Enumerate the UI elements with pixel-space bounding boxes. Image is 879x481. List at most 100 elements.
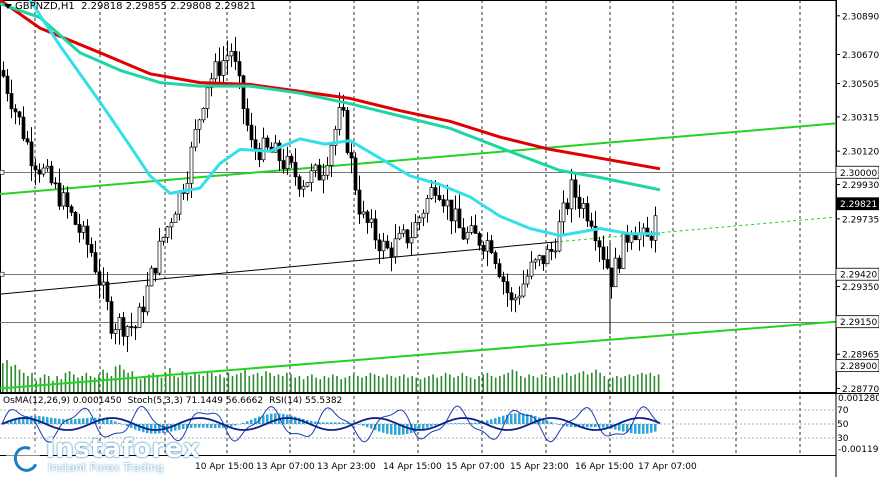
volume-bar [449,374,451,392]
volume-bar [27,376,29,392]
osma-bar [210,424,213,428]
osma-bar [154,424,157,434]
volume-bar [232,376,234,392]
volume-bar [453,378,455,392]
volume-bar [612,378,614,392]
candle-body [290,156,293,162]
candle-body [486,241,489,252]
candle-body [398,233,401,239]
candle-body [178,191,181,214]
volume-bar [194,373,196,392]
candle-body [206,88,209,109]
volume-bar [382,378,384,392]
osma-bar [126,424,129,426]
volume-bar [562,374,564,392]
candle-body [406,230,409,243]
time-tick-label: 16 Apr 15:00 [575,462,634,472]
volume-bar [90,376,92,392]
candle-body [446,200,449,206]
volume-bar [249,376,251,392]
level-marker [0,272,4,276]
candle-body [266,138,269,147]
osma-bar [78,419,81,424]
volume-bar [428,376,430,392]
osma-bar [54,418,57,424]
volume-bar [487,373,489,392]
osma-bar [330,422,333,424]
candle-body [366,212,369,223]
osma-bar [214,424,217,428]
osma-bar [618,424,621,431]
osma-bar [590,424,593,427]
candle-body [574,180,577,197]
volume-bar [558,378,560,392]
triangle-down-icon[interactable] [4,4,12,9]
candle-body [62,193,65,206]
volume-bar [574,374,576,392]
price-label: 2.29150 [840,318,877,328]
candle-body [390,248,393,257]
candle-body [162,237,165,241]
volume-bar [190,376,192,392]
price-tick-label: 2.30670 [842,51,879,61]
osma-bar [406,424,409,434]
candle-body [374,219,377,240]
candle-body [118,318,121,330]
volume-bar [528,374,530,392]
candle-body [22,117,25,139]
volume-bar [624,376,626,392]
candle-body [418,218,421,223]
osma-bar [550,422,553,424]
volume-bar [620,378,622,392]
symbol-header[interactable]: GBPNZD,H1 2.29818 2.29855 2.29808 2.2982… [4,1,256,12]
candle-body [426,198,429,213]
candle-body [410,238,413,243]
volume-bar [215,376,217,392]
osma-bar [394,424,397,435]
volume-bar [203,376,205,392]
candle-body [154,268,157,273]
candle-body [194,129,197,147]
candle-body [218,62,221,76]
candle-body [106,282,109,302]
candle-body [338,107,341,129]
volume-bar [278,374,280,392]
price-axis[interactable]: 2.308902.306702.305052.303152.301202.299… [836,12,879,395]
osma-bar [494,418,497,424]
volume-bar [478,376,480,392]
osma-bar [110,420,113,424]
candle-body [246,109,249,126]
candle-body [526,276,529,284]
candle-body [382,241,385,251]
osma-bar [206,424,209,428]
candle-body [590,221,593,226]
candle-body [226,56,229,61]
channel-line [0,242,560,295]
rsi-level-tick: 50 [837,420,849,430]
logo-name: instaforex [46,437,200,461]
candle-body [126,327,129,337]
candle-body [146,286,149,312]
volume-bar [177,378,179,392]
candle-body [74,212,77,224]
volume-bar [228,373,230,392]
candle-body [138,307,141,327]
candle-body [454,209,457,221]
volume-bar [77,378,79,392]
volume-bar [223,378,225,392]
price-tick-label: 2.30505 [842,80,879,90]
osma-bar [234,424,237,426]
volume-bar [299,376,301,392]
candle-body [642,228,645,233]
candle-body [518,296,521,298]
volume-bar [106,373,108,392]
candle-body [142,307,145,312]
osma-bar [230,424,233,427]
volume-bar [407,378,409,392]
candle-body [294,162,297,176]
osma-bar [202,424,205,428]
candle-body [230,51,233,56]
osma-label: OsMA(12,26,9) 0.0001450 [3,396,122,406]
